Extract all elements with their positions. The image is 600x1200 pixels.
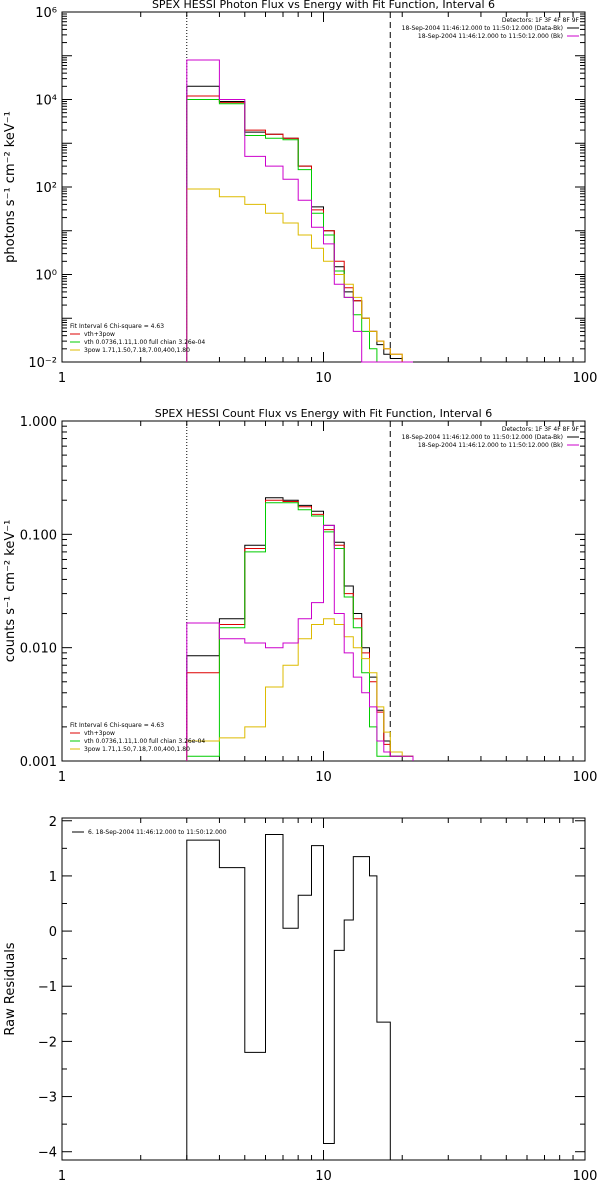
- legend-entry: Detectors: 1F 3F 4F 8F 9F: [502, 426, 580, 433]
- legend-entry: vth 0.0736,1.11,1.00 full chian 3.26e-04: [84, 738, 205, 745]
- series-vth-3pow: [186, 499, 414, 761]
- series-bk: [186, 524, 414, 761]
- chart-title: SPEX HESSI Photon Flux vs Energy with Fi…: [152, 0, 495, 11]
- series-bk: [186, 59, 413, 363]
- legend-entry: Fit Interval 6 Chi-square = 4.63: [70, 722, 164, 729]
- series-data-bk: [186, 85, 413, 363]
- legend-entry: 18-Sep-2004 11:46:12.000 to 11:50:12.000…: [418, 442, 563, 449]
- legend-entry: vth+3pow: [84, 331, 115, 338]
- series-6-18-sep-2004-11-46-12-000-to-11-50-12-000: [186, 834, 391, 1160]
- y-tick-label: −3: [38, 1091, 57, 1106]
- y-tick-label: −4: [38, 1146, 57, 1161]
- legend-entry: vth 0.0736,1.11,1.00 full chian 3.26e-04: [84, 339, 205, 346]
- x-tick-label: 1: [58, 371, 66, 386]
- x-tick-label: 10: [315, 371, 332, 386]
- y-axis-label: photons s⁻¹ cm⁻² keV⁻¹: [3, 111, 18, 263]
- legend-entry: 3pow 1.71,1.50,7.18,7.00,400,1.80: [84, 746, 190, 753]
- legend-entry: 6. 18-Sep-2004 11:46:12.000 to 11:50:12.…: [88, 829, 227, 836]
- legend-entry: 18-Sep-2004 11:46:12.000 to 11:50:12.000…: [402, 434, 563, 441]
- y-tick-label: 2: [49, 815, 57, 830]
- y-tick-label: 0: [49, 925, 57, 940]
- x-tick-label: 1: [58, 770, 66, 785]
- series-vth-3pow: [186, 95, 413, 363]
- y-tick-label: 10⁻²: [28, 356, 57, 371]
- y-tick-label: −1: [38, 980, 57, 995]
- x-tick-label: 100: [573, 371, 598, 386]
- series-data-bk: [186, 497, 414, 761]
- y-axis-label: Raw Residuals: [3, 942, 18, 1035]
- y-tick-label: 0.100: [20, 528, 57, 543]
- y-tick-label: 10²: [35, 181, 57, 196]
- x-tick-label: 100: [573, 770, 598, 785]
- legend-entry: 18-Sep-2004 11:46:12.000 to 11:50:12.000…: [402, 25, 563, 32]
- chart-panel-2: SPEX HESSI Count Flux vs Energy with Fit…: [3, 407, 597, 785]
- x-tick-label: 1: [58, 1169, 66, 1184]
- y-tick-label: 10⁰: [35, 269, 57, 284]
- series-3pow: [186, 188, 413, 363]
- legend-entry: 3pow 1.71,1.50,7.18,7.00,400,1.80: [84, 347, 190, 354]
- series-3pow: [186, 618, 414, 761]
- y-axis-label: counts s⁻¹ cm⁻² keV⁻¹: [3, 520, 18, 663]
- plot-frame: [61, 11, 586, 363]
- y-tick-label: −2: [38, 1035, 57, 1050]
- legend-entry: Detectors: 1F 3F 4F 8F 9F: [502, 17, 580, 24]
- x-tick-label: 10: [315, 770, 332, 785]
- legend-entry: Fit Interval 6 Chi-square = 4.63: [70, 323, 164, 330]
- y-tick-label: 1.000: [20, 415, 57, 430]
- series-vth: [186, 99, 413, 363]
- chart-panel-1: SPEX HESSI Photon Flux vs Energy with Fi…: [3, 0, 597, 386]
- x-tick-label: 100: [573, 1169, 598, 1184]
- legend-entry: vth+3pow: [84, 730, 115, 737]
- y-tick-label: 0.010: [20, 642, 57, 657]
- chart-panel-3: Raw Residuals 1 10 100 −4 −3 −2 −1 0 1 2 6. 18-Sep-…: [3, 815, 597, 1184]
- chart-title: SPEX HESSI Count Flux vs Energy with Fit…: [155, 407, 492, 420]
- series-vth: [186, 502, 414, 761]
- y-tick-label: 1: [49, 870, 57, 885]
- legend-entry: 18-Sep-2004 11:46:12.000 to 11:50:12.000…: [418, 33, 563, 40]
- y-tick-label: 10⁶: [35, 6, 57, 21]
- x-tick-label: 10: [315, 1169, 332, 1184]
- y-tick-label: 10⁴: [35, 94, 57, 109]
- y-tick-label: 0.001: [20, 755, 57, 770]
